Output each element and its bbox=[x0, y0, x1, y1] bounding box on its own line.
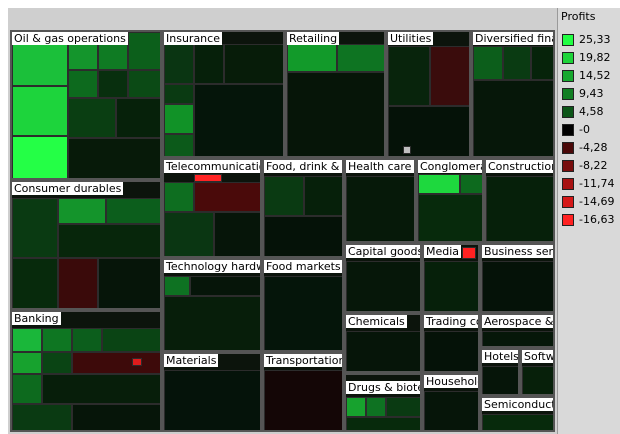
sector-household[interactable]: Household & personal products bbox=[422, 373, 480, 432]
sector-label: Oil & gas operations bbox=[12, 32, 128, 45]
legend-value: -0 bbox=[579, 123, 590, 136]
sector-telecom[interactable]: Telecommunications services bbox=[162, 158, 262, 258]
sector-hotels[interactable]: Hotels, restaurants & leisure bbox=[480, 348, 520, 396]
sector-label: Retailing bbox=[287, 32, 340, 45]
legend-panel: Profits 25,33 19,82 14,52 9,43 4,58 -0 -… bbox=[557, 8, 620, 434]
legend-swatch bbox=[562, 106, 574, 118]
legend-value: 14,52 bbox=[579, 69, 611, 82]
legend-swatch bbox=[562, 70, 574, 82]
sector-consumer-durables[interactable]: Consumer durables bbox=[10, 180, 162, 310]
sector-label: Chemicals bbox=[346, 315, 407, 328]
sector-oil-gas[interactable]: Oil & gas operations bbox=[10, 30, 162, 180]
legend-item: 19,82 bbox=[562, 50, 620, 66]
legend-value: -14,69 bbox=[579, 195, 615, 208]
legend-value: 4,58 bbox=[579, 105, 604, 118]
legend-value: -4,28 bbox=[579, 141, 608, 154]
sector-label: Media bbox=[424, 245, 462, 258]
sector-diversified-financials[interactable]: Diversified financials bbox=[471, 30, 555, 158]
sector-construction[interactable]: Construction bbox=[484, 158, 555, 243]
legend-swatch bbox=[562, 178, 574, 190]
legend-value: 19,82 bbox=[579, 51, 611, 64]
sector-label: Banking bbox=[12, 312, 61, 325]
sector-label: Transportation bbox=[264, 354, 342, 367]
sector-label: Technology hardware & equipment bbox=[164, 260, 260, 273]
sector-label: Hotels, restaurants & leisure bbox=[482, 350, 518, 363]
sector-conglomerates[interactable]: Conglomerates bbox=[416, 158, 484, 243]
sector-health-care[interactable]: Health care equipment & services bbox=[344, 158, 416, 243]
legend-swatch bbox=[562, 52, 574, 64]
legend-item: -16,63 bbox=[562, 212, 620, 228]
legend-title: Profits bbox=[561, 10, 596, 23]
legend-item: -8,22 bbox=[562, 158, 620, 174]
legend-item: -4,28 bbox=[562, 140, 620, 156]
sector-food-markets[interactable]: Food markets bbox=[262, 258, 344, 352]
sector-label: Capital goods bbox=[346, 245, 420, 258]
sector-label: Consumer durables bbox=[12, 182, 124, 195]
sector-label: Household & personal products bbox=[424, 375, 478, 388]
legend-item: -14,69 bbox=[562, 194, 620, 210]
sector-label: Food, drink & tobacco bbox=[264, 160, 342, 173]
sector-label: Semiconductors bbox=[482, 398, 553, 411]
sector-label: Health care equipment & services bbox=[346, 160, 414, 173]
sector-capital-goods[interactable]: Capital goods bbox=[344, 243, 422, 313]
sector-banking[interactable]: Banking bbox=[10, 310, 162, 432]
legend-item: 4,58 bbox=[562, 104, 620, 120]
legend-swatch bbox=[562, 142, 574, 154]
legend-item: 14,52 bbox=[562, 68, 620, 84]
sector-label: Aerospace & defense bbox=[482, 315, 553, 328]
sector-label: Trading companies bbox=[424, 315, 478, 328]
sector-chemicals[interactable]: Chemicals bbox=[344, 313, 422, 373]
sector-label: Business services & supplies bbox=[482, 245, 553, 258]
legend-value: -8,22 bbox=[579, 159, 608, 172]
legend-item: -0 bbox=[562, 122, 620, 138]
sector-label: Materials bbox=[164, 354, 219, 367]
legend-swatch bbox=[562, 160, 574, 172]
sector-label: Drugs & biotechnology bbox=[346, 381, 420, 394]
legend-swatch bbox=[562, 196, 574, 208]
sector-label: Construction bbox=[486, 160, 553, 173]
sector-label: Conglomerates bbox=[418, 160, 482, 173]
sector-label: Utilities bbox=[388, 32, 434, 45]
legend-value: -11,74 bbox=[579, 177, 615, 190]
sector-label: Diversified financials bbox=[473, 32, 553, 45]
sector-label: Insurance bbox=[164, 32, 222, 45]
treemap[interactable]: Oil & gas operations Insurance Retailing… bbox=[10, 30, 555, 432]
sector-trading-companies[interactable]: Trading companies bbox=[422, 313, 480, 373]
legend-swatch bbox=[562, 214, 574, 226]
sector-semiconductors[interactable]: Semiconductors bbox=[480, 396, 555, 432]
sector-retailing[interactable]: Retailing bbox=[285, 30, 386, 158]
sector-drugs-biotech[interactable]: Drugs & biotechnology bbox=[344, 373, 422, 432]
sector-media[interactable]: Media bbox=[422, 243, 480, 313]
legend-value: 9,43 bbox=[579, 87, 604, 100]
sector-food-drink-tobacco[interactable]: Food, drink & tobacco bbox=[262, 158, 344, 258]
sector-software[interactable]: Software & services bbox=[520, 348, 555, 396]
sector-label: Food markets bbox=[264, 260, 342, 273]
legend-item: 9,43 bbox=[562, 86, 620, 102]
legend-value: 25,33 bbox=[579, 33, 611, 46]
sector-label: Software & services bbox=[522, 350, 553, 363]
legend-swatch bbox=[562, 34, 574, 46]
sector-technology-hardware[interactable]: Technology hardware & equipment bbox=[162, 258, 262, 352]
legend-swatch bbox=[562, 88, 574, 100]
sector-transportation[interactable]: Transportation bbox=[262, 352, 344, 432]
sector-label: Telecommunications services bbox=[164, 160, 260, 173]
legend-item: -11,74 bbox=[562, 176, 620, 192]
sector-materials[interactable]: Materials bbox=[162, 352, 262, 432]
sector-business-services[interactable]: Business services & supplies bbox=[480, 243, 555, 313]
legend-item: 25,33 bbox=[562, 32, 620, 48]
legend-value: -16,63 bbox=[579, 213, 615, 226]
sector-insurance[interactable]: Insurance bbox=[162, 30, 285, 158]
sector-utilities[interactable]: Utilities bbox=[386, 30, 471, 158]
sector-aerospace[interactable]: Aerospace & defense bbox=[480, 313, 555, 348]
legend-swatch bbox=[562, 124, 574, 136]
